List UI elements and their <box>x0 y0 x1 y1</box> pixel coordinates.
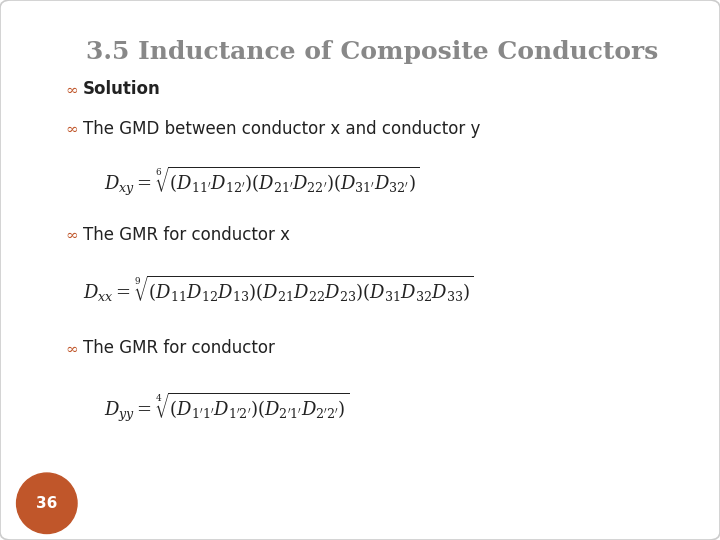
Text: 36: 36 <box>36 496 58 511</box>
Text: The GMR for conductor x: The GMR for conductor x <box>83 226 289 244</box>
Text: $\infty$: $\infty$ <box>65 82 78 97</box>
Text: Solution: Solution <box>83 80 161 98</box>
Text: 3.5 Inductance of Composite Conductors: 3.5 Inductance of Composite Conductors <box>86 40 659 64</box>
Ellipse shape <box>17 473 77 534</box>
Text: $D_{yy} = \sqrt[4]{(D_{1'1'}D_{1'2'})(D_{2'1'}D_{2'2'})}$: $D_{yy} = \sqrt[4]{(D_{1'1'}D_{1'2'})(D_… <box>104 391 350 424</box>
Text: $D_{xy} = \sqrt[6]{(D_{11'}D_{12'})(D_{21'}D_{22'})(D_{31'}D_{32'})}$: $D_{xy} = \sqrt[6]{(D_{11'}D_{12'})(D_{2… <box>104 164 420 198</box>
Text: The GMR for conductor: The GMR for conductor <box>83 339 274 357</box>
Text: The GMD between conductor x and conductor y: The GMD between conductor x and conducto… <box>83 119 480 138</box>
Text: $\infty$: $\infty$ <box>65 341 78 356</box>
Text: $\infty$: $\infty$ <box>65 121 78 136</box>
Text: $D_{xx} = \sqrt[9]{(D_{11}D_{12}D_{13})(D_{21}D_{22}D_{23})(D_{31}D_{32}D_{33})}: $D_{xx} = \sqrt[9]{(D_{11}D_{12}D_{13})(… <box>83 274 474 304</box>
Text: $\infty$: $\infty$ <box>65 227 78 242</box>
